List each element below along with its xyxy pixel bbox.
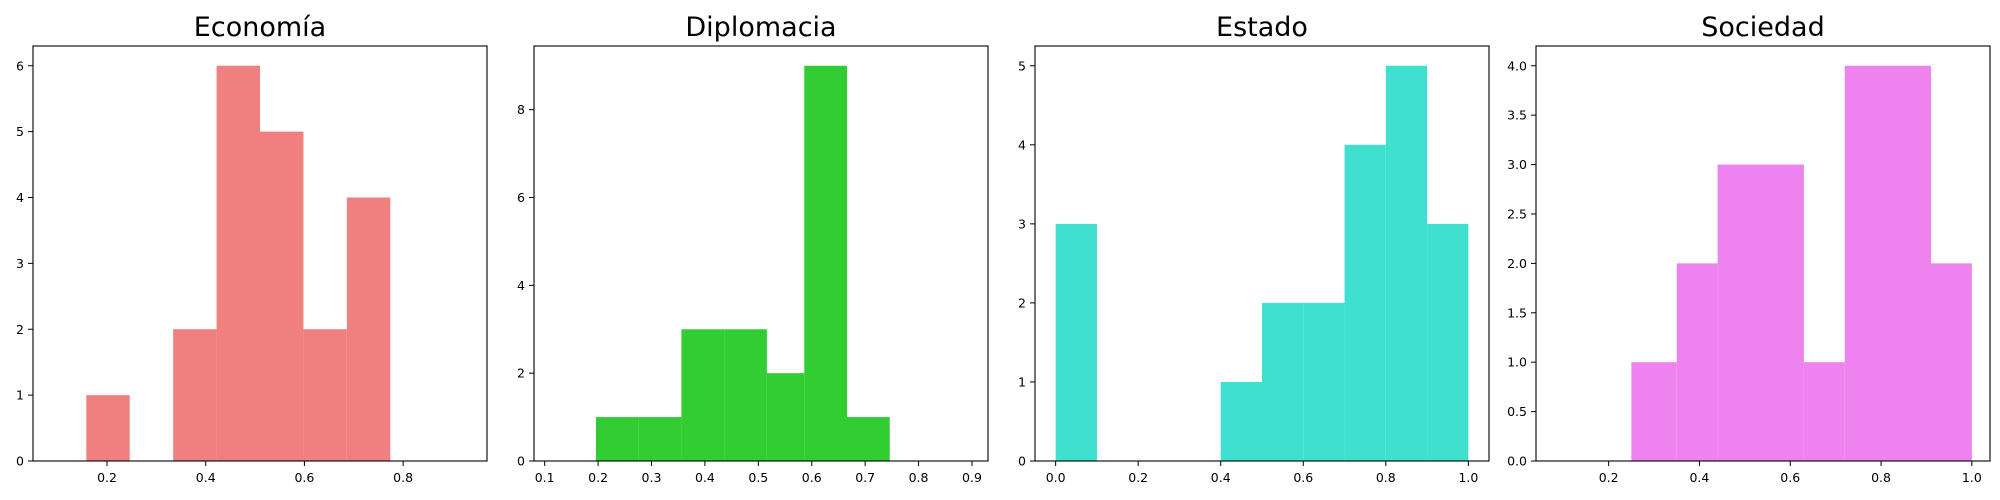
y-tick-label: 1.0 bbox=[1507, 355, 1527, 370]
histogram-bar bbox=[1055, 223, 1097, 461]
x-tick-label: 0.2 bbox=[588, 470, 608, 485]
x-tick-label: 1.0 bbox=[1962, 470, 1982, 485]
y-tick-label: 2 bbox=[1018, 295, 1026, 310]
x-tick-label: 0.4 bbox=[1211, 470, 1231, 485]
chart-title: Sociedad bbox=[1701, 12, 1824, 43]
histogram-bar bbox=[1303, 302, 1345, 461]
x-tick-label: 0.2 bbox=[1599, 470, 1619, 485]
histogram-bar bbox=[1220, 381, 1262, 461]
chart-title: Diplomacia bbox=[685, 12, 836, 43]
x-tick-label: 0.4 bbox=[196, 470, 216, 485]
histogram-bar bbox=[804, 65, 847, 461]
y-tick-label: 0 bbox=[16, 454, 24, 469]
histogram-bar bbox=[1262, 302, 1304, 461]
y-tick-label: 1.5 bbox=[1507, 305, 1527, 320]
y-tick-label: 2.0 bbox=[1507, 256, 1527, 271]
axes-frame bbox=[533, 45, 989, 462]
x-tick-label: 0.4 bbox=[1689, 470, 1709, 485]
y-tick-label: 3.5 bbox=[1507, 108, 1527, 123]
y-tick-label: 1 bbox=[16, 388, 24, 403]
y-tick-label: 5 bbox=[16, 124, 24, 139]
x-tick-label: 0.6 bbox=[294, 470, 314, 485]
y-tick-label: 0.0 bbox=[1507, 454, 1527, 469]
histogram-panel: 0.1 0.2 0.3 0.4 0.5 0.6 0.7 0.8 0.9 0 2 4 6 8 Diplomac… bbox=[517, 12, 989, 485]
y-tick-label: 4 bbox=[16, 190, 24, 205]
histogram-bar bbox=[1803, 362, 1845, 461]
y-tick-label: 2 bbox=[517, 366, 525, 381]
histogram-panel: 0.0 0.2 0.4 0.6 0.8 1.0 0 1 2 3 4 5 Estado bbox=[1018, 12, 1490, 485]
y-tick-label: 1 bbox=[1018, 374, 1026, 389]
x-tick-label: 0.2 bbox=[1128, 470, 1148, 485]
x-tick-label: 0.8 bbox=[1376, 470, 1396, 485]
x-tick-label: 0.5 bbox=[748, 470, 768, 485]
x-tick-label: 0.4 bbox=[695, 470, 715, 485]
histogram-bar bbox=[1930, 263, 1972, 461]
histogram-panel: 0.2 0.4 0.6 0.8 1.0 0.0 0.5 1.0 1.5 2.0 2.5 3.0 3.5 4… bbox=[1507, 12, 1991, 485]
y-tick-label: 4.0 bbox=[1507, 58, 1527, 73]
histogram-bar bbox=[766, 373, 805, 461]
x-tick-label: 0.9 bbox=[962, 470, 982, 485]
axes-frame bbox=[1535, 45, 1991, 462]
x-tick-label: 0.2 bbox=[97, 470, 117, 485]
y-tick-label: 4 bbox=[1018, 137, 1026, 152]
histogram-bar bbox=[1717, 164, 1804, 462]
histogram-bar bbox=[1844, 65, 1931, 461]
histogram-bar bbox=[1344, 144, 1386, 462]
histogram-bar bbox=[260, 131, 304, 461]
histogram-bar bbox=[1631, 362, 1677, 461]
y-tick-label: 4 bbox=[517, 278, 525, 293]
histogram-bar bbox=[846, 417, 890, 461]
y-tick-label: 6 bbox=[517, 190, 525, 205]
histogram-bar bbox=[86, 395, 130, 461]
x-tick-label: 0.3 bbox=[642, 470, 662, 485]
y-tick-label: 5 bbox=[1018, 58, 1026, 73]
chart-title: Estado bbox=[1216, 12, 1308, 43]
x-tick-label: 0.0 bbox=[1046, 470, 1066, 485]
histogram-bar bbox=[1676, 263, 1718, 461]
y-tick-label: 3 bbox=[1018, 216, 1026, 231]
histogram-bar bbox=[1427, 223, 1469, 461]
y-tick-label: 0 bbox=[1018, 454, 1026, 469]
y-tick-label: 3.0 bbox=[1507, 157, 1527, 172]
histogram-bar bbox=[595, 417, 639, 461]
axes-frame bbox=[1034, 45, 1490, 462]
histogram-panel: 0.2 0.4 0.6 0.8 0 1 2 3 4 5 6 Economía bbox=[16, 12, 488, 485]
y-tick-label: 0 bbox=[517, 454, 525, 469]
x-tick-label: 0.6 bbox=[802, 470, 822, 485]
histogram-bar bbox=[638, 417, 682, 461]
chart-title: Economía bbox=[194, 12, 326, 43]
histogram-bar bbox=[346, 197, 391, 461]
y-tick-label: 3 bbox=[16, 256, 24, 271]
x-tick-label: 0.8 bbox=[909, 470, 929, 485]
y-tick-label: 6 bbox=[16, 58, 24, 73]
y-tick-label: 2.5 bbox=[1507, 206, 1527, 221]
x-tick-label: 0.7 bbox=[855, 470, 875, 485]
x-tick-label: 0.6 bbox=[1293, 470, 1313, 485]
histogram-bar bbox=[303, 329, 347, 461]
axes-frame bbox=[32, 45, 488, 462]
x-tick-label: 0.8 bbox=[1871, 470, 1891, 485]
histogram-bar bbox=[216, 65, 260, 461]
x-tick-label: 0.1 bbox=[535, 470, 555, 485]
x-tick-label: 0.6 bbox=[1780, 470, 1800, 485]
x-tick-label: 1.0 bbox=[1458, 470, 1478, 485]
y-tick-label: 0.5 bbox=[1507, 404, 1527, 419]
histogram-bar bbox=[1385, 65, 1428, 461]
x-tick-label: 0.8 bbox=[393, 470, 413, 485]
histogram-bar bbox=[681, 329, 725, 461]
histogram-bar bbox=[173, 329, 217, 461]
y-tick-label: 2 bbox=[16, 322, 24, 337]
y-tick-label: 8 bbox=[517, 102, 525, 117]
histogram-bar bbox=[724, 329, 767, 461]
